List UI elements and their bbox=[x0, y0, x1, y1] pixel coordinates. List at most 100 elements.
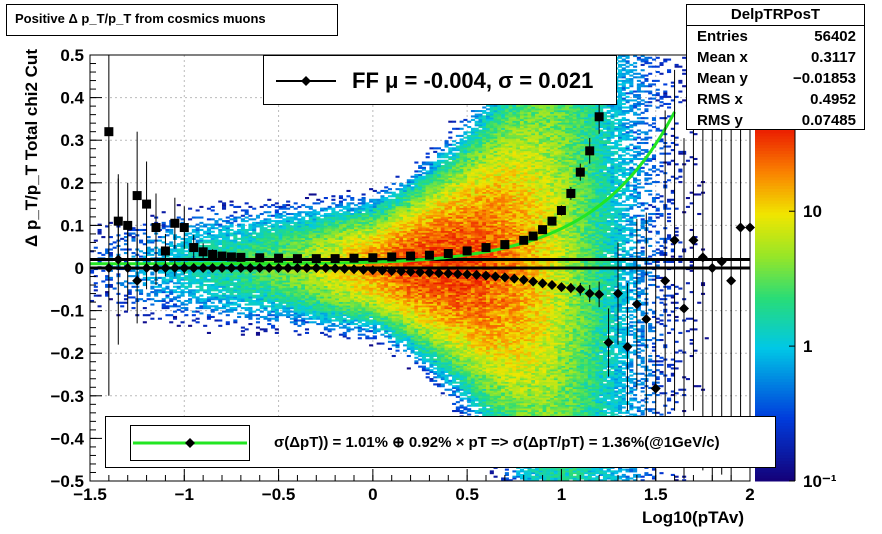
heatmap-cell bbox=[225, 303, 230, 306]
heatmap-cell bbox=[222, 307, 227, 310]
heatmap-cell bbox=[406, 276, 411, 279]
heatmap-cell bbox=[282, 299, 287, 303]
heatmap-cell bbox=[350, 230, 355, 233]
heatmap-cell bbox=[210, 315, 215, 318]
heatmap-cell bbox=[293, 221, 298, 224]
heatmap-cell bbox=[425, 301, 430, 304]
heatmap-cell bbox=[399, 333, 404, 336]
heatmap-cell bbox=[414, 303, 419, 306]
heatmap-cell bbox=[259, 307, 264, 310]
heatmap-cell bbox=[403, 315, 408, 318]
heatmap-cell bbox=[142, 321, 147, 324]
heatmap-cell bbox=[342, 276, 347, 279]
heatmap-cell bbox=[433, 179, 438, 182]
heatmap-cell bbox=[293, 252, 298, 255]
heatmap-cell bbox=[399, 184, 404, 187]
heatmap-cell bbox=[286, 244, 291, 247]
heatmap-cell bbox=[406, 347, 411, 350]
heatmap-cell bbox=[410, 315, 415, 318]
heatmap-cell bbox=[218, 223, 223, 226]
heatmap-cell bbox=[203, 305, 208, 308]
heatmap-cell bbox=[244, 280, 249, 283]
heatmap-cell bbox=[391, 287, 396, 290]
heatmap-cell bbox=[433, 244, 438, 247]
heatmap-cell bbox=[222, 250, 227, 253]
heatmap-cell bbox=[195, 234, 200, 237]
heatmap-cell bbox=[188, 294, 193, 297]
heatmap-cell bbox=[376, 255, 381, 258]
heatmap-cell bbox=[429, 204, 434, 207]
heatmap-cell bbox=[214, 298, 219, 301]
heatmap-cell bbox=[387, 296, 393, 299]
heatmap-cell bbox=[414, 299, 419, 303]
heatmap-cell bbox=[188, 241, 193, 244]
heatmap-cell bbox=[357, 243, 362, 246]
heatmap-cell bbox=[384, 214, 389, 217]
heatmap-cell bbox=[406, 234, 411, 237]
heatmap-cell bbox=[369, 262, 374, 265]
heatmap-cell bbox=[263, 299, 268, 303]
heatmap-cell bbox=[342, 319, 347, 322]
heatmap-cell bbox=[327, 296, 332, 299]
heatmap-cell bbox=[320, 228, 325, 232]
heatmap-cell bbox=[436, 358, 442, 361]
heatmap-cell bbox=[425, 189, 430, 192]
heatmap-cell bbox=[267, 205, 272, 208]
heatmap-cell bbox=[323, 207, 328, 210]
heatmap-cell bbox=[403, 273, 408, 276]
heatmap-cell bbox=[335, 282, 340, 285]
heatmap-cell bbox=[406, 303, 411, 306]
heatmap-cell bbox=[365, 317, 370, 320]
heatmap-cell bbox=[312, 303, 317, 306]
heatmap-cell bbox=[320, 221, 325, 224]
heatmap-cell bbox=[361, 310, 366, 313]
heatmap-cell bbox=[387, 340, 393, 343]
heatmap-cell bbox=[297, 305, 302, 308]
heatmap-cell bbox=[316, 220, 321, 223]
heatmap-cell bbox=[286, 296, 291, 299]
heatmap-cell bbox=[414, 283, 419, 287]
heatmap-cell bbox=[327, 289, 332, 292]
heatmap-cell bbox=[421, 333, 426, 336]
heatmap-cell bbox=[414, 260, 419, 263]
heatmap-cell bbox=[361, 214, 366, 217]
heatmap-cell bbox=[199, 289, 204, 292]
heatmap-cell bbox=[301, 223, 306, 226]
heatmap-cell bbox=[252, 283, 257, 287]
heatmap-cell bbox=[391, 204, 396, 207]
heatmap-cell bbox=[357, 287, 362, 290]
heatmap-cell bbox=[172, 291, 178, 294]
heatmap-cell bbox=[244, 271, 249, 274]
heatmap-cell bbox=[229, 218, 234, 221]
heatmap-cell bbox=[384, 294, 389, 297]
heatmap-cell bbox=[357, 317, 362, 320]
heatmap-cell bbox=[244, 294, 249, 297]
heatmap-cell bbox=[150, 241, 155, 244]
heatmap-cell bbox=[414, 276, 419, 279]
heatmap-cell bbox=[387, 310, 393, 313]
heatmap-cell bbox=[286, 220, 291, 223]
heatmap-cell bbox=[244, 234, 249, 237]
heatmap-cell bbox=[387, 205, 393, 208]
heatmap-cell bbox=[210, 239, 215, 242]
heatmap-cell bbox=[308, 244, 313, 247]
heatmap-cell bbox=[414, 225, 419, 228]
heatmap-cell bbox=[361, 319, 366, 322]
heatmap-cell bbox=[206, 239, 211, 242]
heatmap-cell bbox=[282, 271, 287, 274]
heatmap-cell bbox=[391, 223, 396, 226]
heatmap-cell bbox=[338, 307, 343, 310]
heatmap-cell bbox=[327, 319, 332, 322]
heatmap-cell bbox=[308, 321, 313, 324]
heatmap-cell bbox=[433, 202, 438, 205]
heatmap-cell bbox=[323, 310, 328, 313]
heatmap-cell bbox=[267, 312, 272, 315]
heatmap-cell bbox=[237, 232, 242, 235]
heatmap-cell bbox=[372, 248, 377, 251]
heatmap-cell bbox=[425, 188, 430, 191]
heatmap-cell bbox=[157, 317, 162, 320]
heatmap-cell bbox=[380, 209, 385, 212]
heatmap-cell bbox=[252, 314, 257, 317]
heatmap-cell bbox=[286, 308, 291, 311]
heatmap-cell bbox=[271, 223, 276, 226]
